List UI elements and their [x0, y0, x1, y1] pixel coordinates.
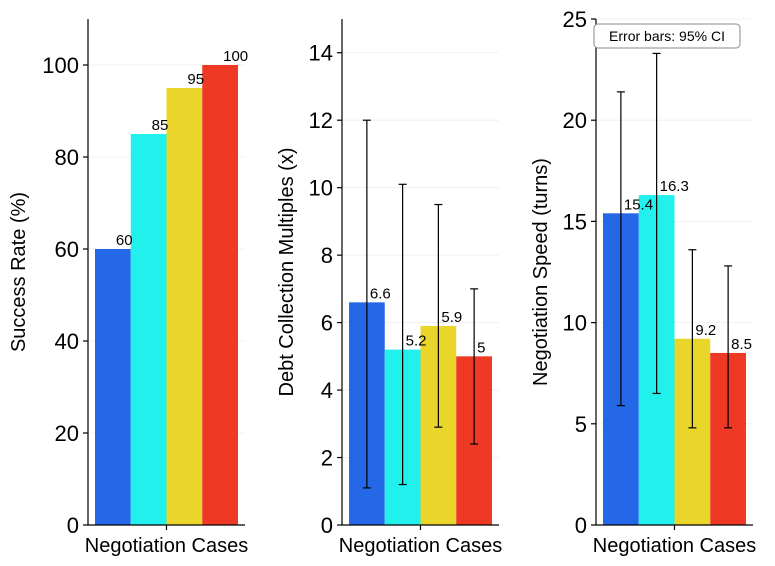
error-bar [616, 91, 625, 407]
y-tick-label: 0 [67, 513, 79, 538]
bar-case-3 [166, 88, 203, 525]
y-tick-label: 10 [309, 176, 333, 201]
bar-value-label: 8.5 [731, 336, 752, 353]
error-bar [724, 265, 733, 429]
bar-value-label: 16.3 [660, 178, 689, 195]
chart-panel-2: 6.6 5.2 5.9 5 0 2 4 6 8 10 12 14 Negotiation Cases De… [276, 19, 502, 557]
y-tick-label: 0 [575, 513, 587, 538]
y-tick-label: 80 [55, 145, 79, 170]
error-bar [688, 249, 697, 429]
bar-value-label: 9.2 [695, 322, 716, 339]
y-tick-label: 2 [321, 446, 333, 471]
y-tick-label: 15 [563, 209, 587, 234]
y-tick-label: 5 [575, 412, 587, 437]
error-bar [434, 203, 443, 428]
y-axis-title: Debt Collection Multiples (x) [276, 148, 298, 397]
y-tick-label: 100 [42, 53, 79, 78]
y-tick-label: 4 [321, 378, 333, 403]
chart-panel-3: 15.4 16.3 9.2 8.5 0 5 10 15 20 25 Negotiation Case… [530, 7, 756, 557]
bar-value-label: 15.4 [624, 196, 653, 213]
x-axis-title: Negotiation Cases [593, 535, 756, 557]
x-axis-title: Negotiation Cases [339, 535, 502, 557]
y-tick-label: 60 [55, 237, 79, 262]
bar-value-label: 100 [223, 48, 248, 65]
bar-value-label: 95 [187, 71, 204, 88]
y-tick-label: 20 [55, 421, 79, 446]
y-tick-label: 40 [55, 329, 79, 354]
bar-case-1 [95, 249, 131, 525]
y-tick-label: 14 [309, 41, 333, 66]
bar-value-label: 5.2 [406, 333, 427, 350]
error-bar [470, 288, 479, 445]
y-tick-label: 8 [321, 243, 333, 268]
y-tick-label: 10 [563, 311, 587, 336]
y-tick-label: 12 [309, 108, 333, 133]
chart-panel-1: 60 85 95 100 0 20 40 60 80 100 Negotiation Cases Su… [8, 19, 248, 557]
bar-value-label: 85 [152, 117, 169, 134]
y-tick-label: 0 [321, 513, 333, 538]
y-tick-label: 6 [321, 311, 333, 336]
bar-case-2 [130, 134, 167, 525]
bar-value-label: 5.9 [441, 309, 462, 326]
bar-value-label: 5 [477, 339, 485, 356]
error-bar [398, 183, 407, 486]
bar-value-label: 6.6 [370, 285, 391, 302]
y-axis-title: Negotiation Speed (turns) [530, 158, 552, 386]
annotation-text: Error bars: 95% CI [609, 28, 725, 44]
annotation-box: Error bars: 95% CI [593, 23, 741, 49]
bar-value-label: 60 [116, 232, 133, 249]
y-tick-label: 20 [563, 108, 587, 133]
bar-case-4 [202, 65, 238, 525]
x-axis-title: Negotiation Cases [85, 535, 248, 557]
y-tick-label: 25 [563, 7, 587, 32]
error-bar [652, 52, 661, 395]
y-axis-title: Success Rate (%) [8, 192, 30, 352]
error-bar [362, 119, 371, 489]
